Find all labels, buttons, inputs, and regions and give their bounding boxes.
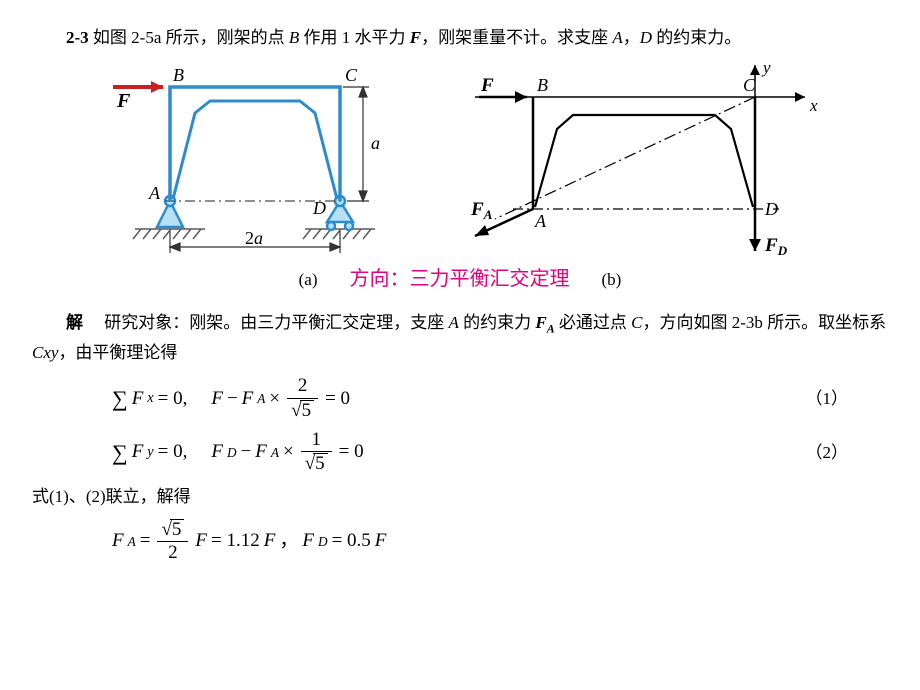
problem-statement: 2-3 如图 2-5a 所示，刚架的点 B 作用 1 水平力 F，刚架重量不计。… [32,24,888,51]
figure-a-wrap: F B C A D a 2a [95,59,405,259]
point-c: C [631,313,642,332]
equation-1: ∑Fx = 0, F − FA × 2 √5 = 0 （1） [112,376,888,422]
figure-b-wrap: x y F B C A D FA FD [445,59,825,259]
coord: Cxy [32,343,58,362]
label-a: A [148,183,161,203]
label-dim-a: a [371,133,380,153]
text: 必通过点 [555,313,632,332]
figref: 2-3b [732,313,763,332]
label-fd: FD [764,235,788,258]
label-d: D [764,199,778,219]
text: ，由平衡理论得 [58,343,177,362]
solution-paragraph: 解 研究对象：刚架。由三力平衡汇交定理，支座 A 的约束力 FA 必通过点 C，… [32,309,888,366]
figure-b: x y F B C A D FA FD [445,59,825,259]
caption-a: (a) [299,266,318,293]
problem-number: 2-3 [66,28,89,47]
text: 作用 1 水平力 [299,28,410,47]
eq1-math: ∑Fx = 0, F − FA × 2 √5 = 0 [112,376,350,422]
label-dim-2a: 2a [245,228,263,248]
label-f: F [116,90,131,112]
text: ， [623,28,640,47]
eq2-math: ∑Fy = 0, FD − FA × 1 √5 = 0 [112,430,364,476]
text: ，方向如图 [643,313,732,332]
text: 研究对象：刚架。由三力平衡汇交定理，支座 [104,313,448,332]
label-d: D [312,198,326,218]
label-b: B [537,75,548,95]
combine-text: 式(1)、(2)联立，解得 [32,483,888,510]
label-c: C [743,75,756,95]
label-b: B [173,65,184,85]
caption-row: (a) 方向：三力平衡汇交定理 (b) [32,263,888,295]
point-a: A [449,313,459,332]
eq1-number: （1） [806,385,849,412]
eq2-number: （2） [806,439,849,466]
text: 如图 2-5a 所示，刚架的点 [93,28,289,47]
equation-2: ∑Fy = 0, FD − FA × 1 √5 = 0 （2） [112,430,888,476]
label-f: F [480,75,494,96]
label-c: C [345,65,358,85]
text: 的约束力 [459,313,536,332]
force-f: F [410,28,421,47]
figures-row: F B C A D a 2a [32,59,888,259]
point-d: D [640,28,652,47]
label-a: A [534,211,547,231]
fa-sym: FA [535,313,554,332]
solution-label: 解 [66,313,83,332]
caption-b: (b) [602,266,622,293]
figure-a: F B C A D a 2a [95,59,405,254]
text: 所示。取坐标系 [763,313,886,332]
red-annotation: 方向：三力平衡汇交定理 [350,263,570,295]
axis-y: y [761,59,771,77]
point-b: B [289,28,299,47]
point-a: A [612,28,622,47]
text: ，刚架重量不计。求支座 [421,28,612,47]
axis-x: x [809,96,818,115]
label-fa: FA [470,199,493,222]
text: 的约束力。 [652,28,741,47]
final-result: FA = √5 2 F = 1.12F ， FD = 0.5F [112,519,888,565]
